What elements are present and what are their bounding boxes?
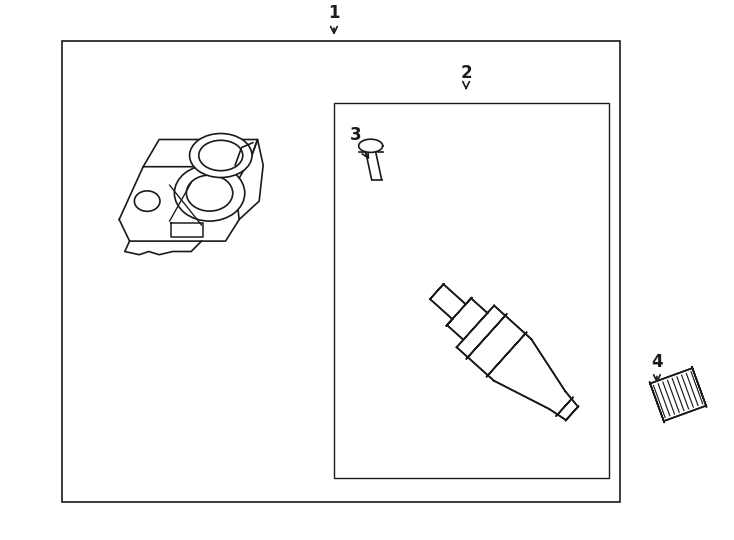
Polygon shape bbox=[650, 367, 707, 422]
Ellipse shape bbox=[134, 191, 160, 211]
Ellipse shape bbox=[199, 140, 243, 171]
Ellipse shape bbox=[189, 133, 252, 178]
Text: 2: 2 bbox=[460, 64, 472, 89]
Polygon shape bbox=[119, 167, 239, 241]
Polygon shape bbox=[143, 139, 258, 167]
Polygon shape bbox=[429, 284, 444, 299]
Text: 4: 4 bbox=[651, 353, 663, 381]
Text: 3: 3 bbox=[349, 126, 368, 158]
Polygon shape bbox=[565, 406, 578, 421]
Bar bbox=[334, 103, 609, 478]
Ellipse shape bbox=[175, 165, 244, 221]
Polygon shape bbox=[692, 367, 707, 407]
Text: 1: 1 bbox=[328, 4, 340, 33]
Bar bbox=[62, 40, 620, 502]
Ellipse shape bbox=[186, 175, 233, 211]
Polygon shape bbox=[235, 139, 264, 219]
Polygon shape bbox=[430, 284, 578, 420]
Polygon shape bbox=[446, 298, 472, 326]
Polygon shape bbox=[359, 139, 382, 152]
